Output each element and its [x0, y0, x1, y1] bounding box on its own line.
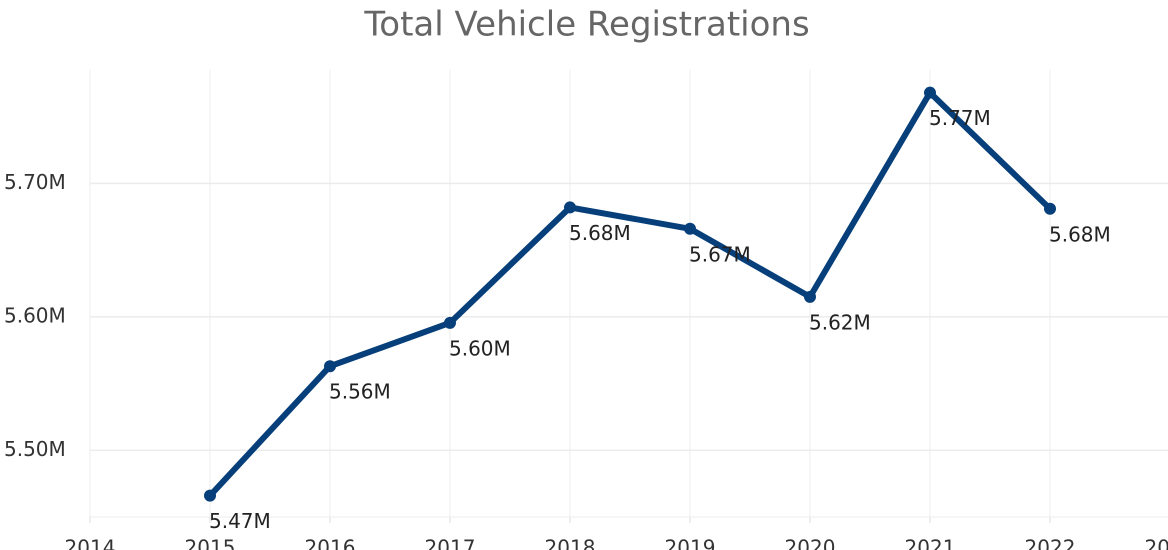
data-label: 5.67M [689, 242, 751, 266]
x-tick-label: 2016 [305, 536, 356, 550]
data-point [684, 222, 696, 235]
y-tick-label: 5.50M [4, 437, 66, 461]
data-label: 5.68M [569, 221, 631, 245]
data-point [804, 290, 816, 303]
y-tick-label: 5.60M [4, 303, 66, 327]
data-label: 5.60M [449, 336, 511, 360]
data-label: 5.56M [329, 380, 391, 404]
data-point [564, 201, 576, 214]
x-tick-label: 2017 [425, 536, 476, 550]
chart-title: Total Vehicle Registrations [363, 5, 809, 45]
data-label: 5.62M [809, 310, 871, 334]
data-point [924, 86, 936, 99]
x-tick-label: 2019 [665, 536, 716, 550]
y-tick-label: 5.70M [4, 170, 66, 194]
x-tick-label: 2021 [905, 536, 956, 550]
x-tick-label: 2018 [545, 536, 596, 550]
series-line [207, 89, 1053, 499]
x-tick-label: 2023 [1145, 536, 1168, 550]
data-label: 5.47M [209, 509, 271, 533]
data-point [204, 489, 216, 502]
x-tick-label: 2015 [185, 536, 236, 550]
data-label: 5.68M [1049, 222, 1111, 246]
data-point [444, 316, 456, 329]
x-tick-label: 2014 [65, 536, 116, 550]
x-tick-label: 2020 [785, 536, 836, 550]
data-point [1044, 202, 1056, 215]
data-point [324, 360, 336, 373]
x-tick-label: 2022 [1025, 536, 1076, 550]
data-label: 5.77M [929, 106, 991, 130]
